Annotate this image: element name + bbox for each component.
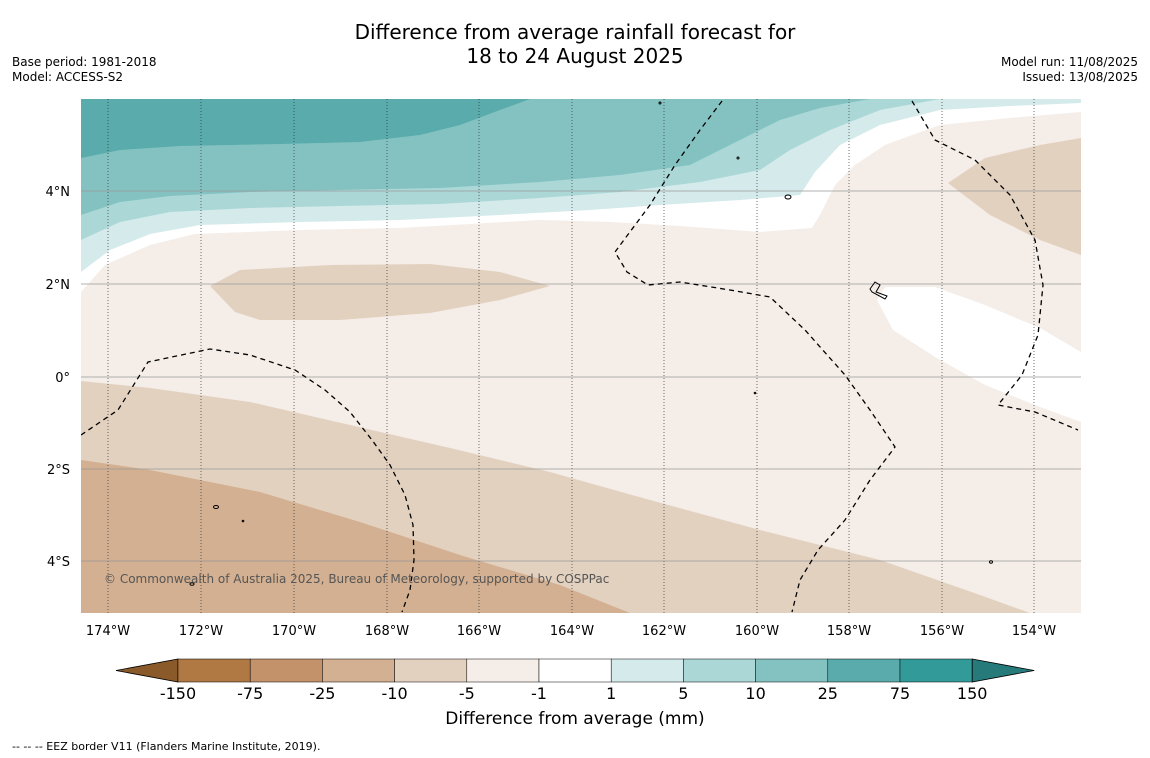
lon-label: 170°W [272,624,316,639]
lat-grid [81,190,1081,562]
band-dry-patch-north [210,264,550,320]
lon-label: 172°W [179,624,223,639]
colorbar-tick-label: 150 [956,684,988,703]
lon-label: 174°W [86,624,130,639]
lon-label: 160°W [735,624,779,639]
colorbar-segment [249,658,323,683]
eez-borders [81,100,1079,613]
rainfall-contours [81,99,1081,613]
islands [189,101,993,586]
colorbar-segment [827,658,901,683]
band-dry-patch-east [948,138,1081,255]
eez-footnote: -- -- -- EEZ border V11 (Flanders Marine… [12,740,321,753]
band-dry-southwest [81,460,630,613]
colorbar-tick-label: 25 [817,684,838,703]
meta-left: Base period: 1981-2018 Model: ACCESS-S2 [12,55,157,85]
lon-label: 162°W [642,624,686,639]
band-near-average-east [877,287,1081,422]
colorbar-segment [755,658,829,683]
lon-label: 166°W [457,624,501,639]
colorbar-segment [683,658,756,683]
meta-right: Model run: 11/08/2025 Issued: 13/08/2025 [1001,55,1138,85]
colorbar-segment [899,658,973,683]
colorbar-tick-label: -5 [458,684,475,703]
colorbar-tick-label: 1 [606,684,617,703]
lon-label: 154°W [1012,624,1056,639]
colorbar-segment [466,658,540,683]
colorbar-extend-low [115,658,179,683]
colorbar-tick-label: -1 [531,684,547,703]
title-line-1: Difference from average rainfall forecas… [354,20,796,44]
model-name: Model: ACCESS-S2 [12,70,124,84]
colorbar [115,658,1035,683]
map-title: Difference from average rainfall forecas… [0,20,1150,68]
lat-label: 4°N [46,185,71,200]
lon-label: 164°W [550,624,594,639]
colorbar-segment [538,658,612,683]
base-period: Base period: 1981-2018 [12,55,157,69]
lon-label: 168°W [365,624,409,639]
copyright-notice: © Commonwealth of Australia 2025, Bureau… [104,572,609,586]
colorbar-tick-label: 10 [745,684,766,703]
lon-label: 156°W [920,624,964,639]
map-canvas: © Commonwealth of Australia 2025, Bureau… [46,99,1081,683]
lon-label: 158°W [827,624,871,639]
colorbar-tick-label: -25 [309,684,336,703]
colorbar-tick-label: -150 [159,684,197,703]
band-wet-4 [81,99,530,158]
lat-labels: 4°N 2°N 0° 2°S 4°S [46,185,71,570]
lat-label: 2°N [46,278,71,293]
colorbar-tick-label: 5 [678,684,689,703]
colorbar-segment [610,658,684,683]
issued-date: Issued: 13/08/2025 [1022,70,1138,84]
lon-labels: 174°W 172°W 170°W 168°W 166°W 164°W 162°… [86,624,1056,639]
lat-label: 2°S [47,463,70,478]
colorbar-extend-high [971,658,1035,683]
colorbar-tick-label: -75 [237,684,264,703]
colorbar-tick-label: 75 [889,684,911,703]
colorbar-label: Difference from average (mm) [445,709,705,729]
colorbar-tick-label: -10 [381,684,408,703]
title-line-2: 18 to 24 August 2025 [466,44,684,68]
lat-label: 4°S [47,555,70,570]
colorbar-segment [394,658,468,683]
model-run: Model run: 11/08/2025 [1000,55,1138,69]
colorbar-segment [177,658,251,683]
lat-label: 0° [55,371,70,386]
colorbar-segment [322,658,395,683]
